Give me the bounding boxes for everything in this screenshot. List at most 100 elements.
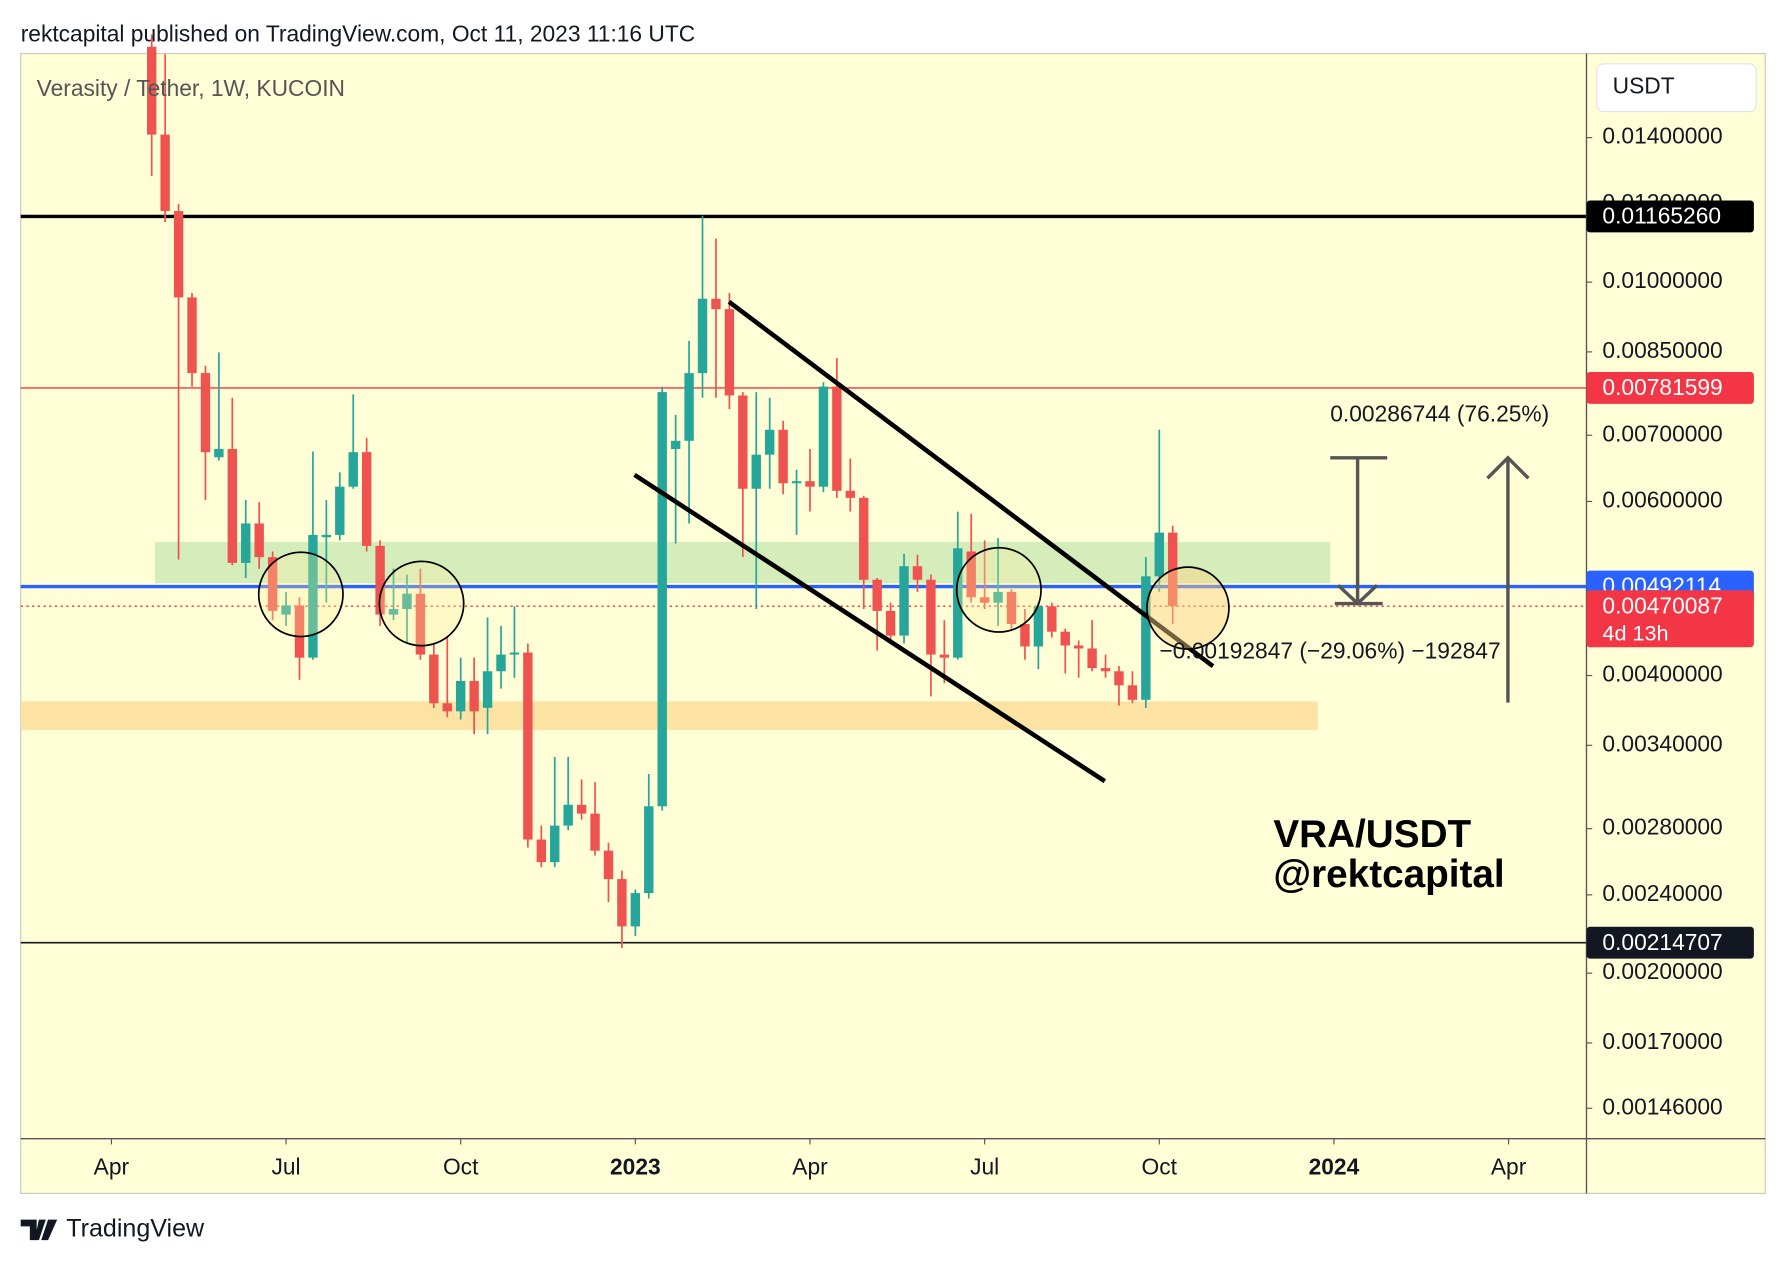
candle-body: [818, 386, 829, 487]
y-tick-label: 0.00400000: [1602, 661, 1722, 687]
candle-body: [939, 654, 950, 658]
candle-body: [227, 448, 238, 563]
x-tick-label: Oct: [1142, 1153, 1178, 1179]
candle-body: [832, 386, 842, 491]
candle-body: [254, 523, 264, 558]
candle-body: [926, 579, 936, 655]
circle: [257, 551, 344, 638]
candle-body: [402, 593, 412, 610]
chart-title: Verasity / Tether, 1W, KUCOIN: [37, 75, 345, 101]
logo: [20, 1219, 58, 1241]
orange-zone: [20, 701, 1318, 730]
candle-body: [214, 448, 224, 458]
candle-body: [1127, 685, 1138, 700]
y-tick-label: 0.00850000: [1602, 337, 1722, 363]
price-label: 0.00781599: [1602, 374, 1722, 400]
y-tick-label: 0.00240000: [1602, 880, 1722, 906]
circle: [955, 546, 1042, 633]
y-tick-label: 0.01400000: [1602, 123, 1722, 149]
candle-body: [993, 591, 1003, 603]
y-tick-label: 0.00600000: [1602, 486, 1722, 512]
candle-body: [294, 605, 305, 658]
candle-body: [1033, 606, 1044, 647]
currency-button[interactable]: [1596, 63, 1757, 113]
watermark: @rektcapital: [1273, 853, 1504, 896]
candle-body: [1154, 532, 1164, 577]
price-label: 0.01165260: [1602, 203, 1721, 229]
y-tick-label: 0.00146000: [1602, 1093, 1722, 1119]
candle-body: [1047, 606, 1057, 632]
candle-body: [590, 813, 600, 851]
candle-body: [778, 429, 788, 484]
candles: [147, 34, 1178, 949]
candle-body: [885, 610, 896, 636]
drawings: 0.00286744 (76.25%) −0.00192847 (−29.06%…: [257, 299, 1549, 896]
candle-body: [644, 806, 654, 894]
candle-body: [200, 373, 211, 453]
candle-body: [160, 134, 170, 212]
candle-body: [899, 566, 909, 636]
candle-body: [429, 654, 439, 704]
candle-body: [1060, 631, 1070, 646]
candle-body: [348, 452, 358, 487]
candle-body: [187, 297, 197, 374]
candle-body: [845, 490, 855, 498]
candle-body: [563, 804, 573, 826]
candle-body: [321, 534, 332, 538]
candle-body: [711, 298, 721, 310]
candle-body: [1114, 671, 1124, 686]
candle-body: [603, 850, 614, 880]
measure-label: −0.00192847 (−29.06%) −192847: [1159, 638, 1500, 664]
candle-body: [1006, 591, 1017, 625]
candle-body: [455, 680, 466, 712]
y-tick-label: 0.00170000: [1602, 1028, 1722, 1054]
candle-body: [1020, 624, 1030, 647]
x-tick-label: Oct: [443, 1153, 479, 1179]
candle-body: [724, 309, 735, 396]
candle-body: [872, 579, 882, 611]
candle-body: [764, 429, 775, 455]
y-tick-label: 0.00280000: [1602, 814, 1722, 840]
candle-body: [375, 545, 385, 615]
candle-body: [147, 46, 157, 135]
x-tick-label: 2024: [1309, 1153, 1360, 1179]
candle-body: [173, 211, 184, 298]
measure-short: [1330, 456, 1388, 606]
x-tick-label: Apr: [1491, 1153, 1527, 1179]
candle-body: [241, 523, 251, 563]
candle-body: [657, 392, 667, 807]
candle-body: [912, 566, 923, 580]
candle-body: [415, 593, 426, 655]
circle: [1146, 566, 1230, 650]
candle-body: [550, 825, 560, 863]
channel-lower: [633, 472, 1107, 784]
candle-body: [697, 298, 708, 374]
countdown: 4d 13h: [1602, 620, 1668, 645]
header: rektcapital published on TradingView.com…: [21, 20, 695, 46]
candle-body: [509, 652, 520, 655]
currency: USDT: [1613, 73, 1675, 99]
candle-body: [791, 481, 802, 484]
candle-body: [1087, 648, 1097, 669]
candle-body: [308, 534, 318, 658]
price-label-box: [1586, 590, 1754, 648]
channel-upper: [727, 299, 1215, 668]
candle-body: [1073, 645, 1084, 649]
candle-body: [1141, 576, 1151, 700]
candle-body: [859, 497, 869, 580]
watermark: VRA/USDT: [1273, 813, 1471, 856]
candle-body: [738, 395, 748, 489]
price-label: 0.00214707: [1602, 929, 1722, 955]
candle-body: [630, 893, 641, 927]
candle-body: [1100, 668, 1111, 672]
candle-body: [576, 804, 587, 814]
candle-body: [966, 551, 976, 598]
candle-body: [361, 452, 372, 546]
candle-body: [979, 597, 990, 603]
y-tick-label: 0.01000000: [1602, 267, 1722, 293]
y-tick-label: 0.00340000: [1602, 730, 1722, 756]
circle: [378, 560, 465, 647]
x-tick-label: Jul: [970, 1153, 999, 1179]
price-label-box: [1586, 371, 1754, 404]
